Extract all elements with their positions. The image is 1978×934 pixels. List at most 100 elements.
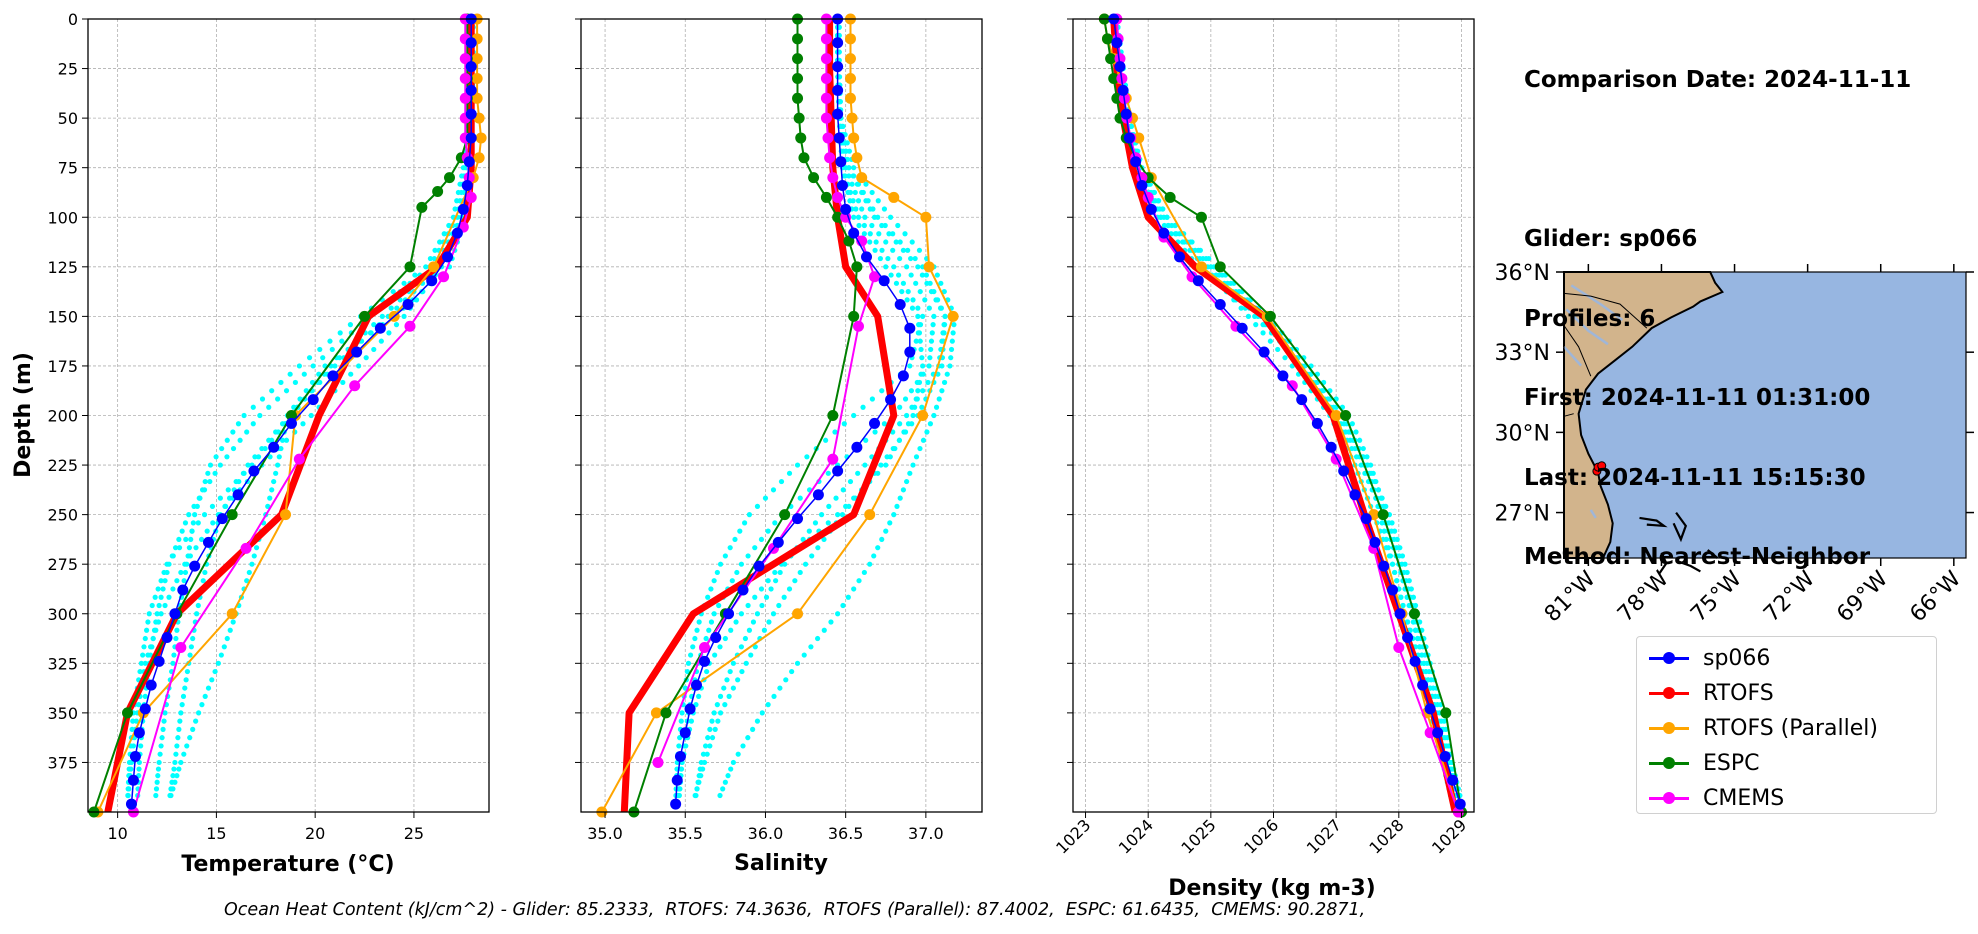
island <box>1639 516 1668 528</box>
glider-profile-point <box>725 773 731 779</box>
glider-profile-point <box>427 255 433 262</box>
y-tick-label: 175 <box>47 357 78 376</box>
series-point-espc <box>660 707 672 719</box>
y-tick-label: 225 <box>47 456 78 475</box>
glider-profile-point <box>815 545 821 551</box>
glider-profile-point <box>1387 553 1394 559</box>
series-point-cmems <box>1424 727 1436 739</box>
glider-profile-point <box>356 363 362 369</box>
glider-profile-point <box>846 503 852 509</box>
glider-profile-point <box>1425 677 1431 683</box>
y-tick-label: 125 <box>47 258 78 277</box>
glider-profile-point <box>1389 520 1395 526</box>
glider-profile-point <box>797 495 803 501</box>
glider-profile-point <box>130 718 136 724</box>
glider-profile-point <box>1410 594 1417 600</box>
glider-profile-point <box>1379 495 1385 501</box>
glider-profile-point <box>198 536 205 543</box>
glider-profile-point <box>196 710 202 716</box>
glider-profile-point <box>825 470 831 476</box>
series-point-sp066 <box>1454 798 1466 810</box>
series-point-rtofs-parallel- <box>1195 261 1207 273</box>
series-point-rtofs-parallel- <box>844 53 856 65</box>
glider-profile-point <box>172 545 179 551</box>
glider-profile-point <box>218 652 224 658</box>
series-point-rtofs-parallel- <box>844 72 856 84</box>
glider-profile-point <box>275 396 281 402</box>
glider-profile-point <box>694 627 700 633</box>
glider-profile-point <box>759 602 765 609</box>
series-point-rtofs-parallel- <box>471 92 483 104</box>
glider-profile-point <box>904 478 910 485</box>
glider-profile-point <box>887 520 893 526</box>
glider-profile-point <box>910 297 916 303</box>
glider-profile-point <box>133 718 139 724</box>
series-point-sp066 <box>699 655 711 667</box>
glider-profile-point <box>768 586 774 592</box>
series-point-sp066 <box>737 584 749 596</box>
glider-profile-point <box>212 470 218 476</box>
glider-profile-point <box>862 462 868 468</box>
glider-profile-point <box>887 214 894 220</box>
glider-profile-point <box>153 786 160 792</box>
glider-profile-point <box>777 685 783 691</box>
glider-profile-point <box>174 743 180 749</box>
glider-profile-point <box>935 297 941 303</box>
glider-profile-point <box>867 239 873 245</box>
glider-profile-point <box>717 644 723 650</box>
series-point-sp066 <box>812 489 824 501</box>
glider-profile-point <box>1394 578 1400 584</box>
series-point-rtofs-parallel- <box>844 33 856 45</box>
glider-profile-point <box>173 635 179 642</box>
series-point-sp066 <box>169 608 181 620</box>
glider-profile-point <box>693 792 699 799</box>
glider-profile-point <box>847 189 854 196</box>
glider-profile-point <box>1267 338 1273 344</box>
glider-profile-point <box>1164 214 1170 220</box>
glider-profile-point <box>1419 652 1425 658</box>
glider-profile-point <box>724 677 730 683</box>
glider-profile-point <box>832 429 838 435</box>
glider-profile-point <box>1352 445 1358 452</box>
y-tick-label: 275 <box>47 555 78 574</box>
glider-profile-point <box>394 305 400 311</box>
glider-profile-point <box>894 503 900 509</box>
glider-profile-point <box>1408 586 1414 592</box>
glider-profile-point <box>794 462 801 468</box>
glider-profile-point <box>300 421 306 427</box>
series-point-cmems <box>699 641 711 653</box>
glider-profile-point <box>908 272 914 278</box>
glider-profile-point <box>180 693 187 699</box>
series-point-sp066 <box>792 513 804 525</box>
glider-profile-point <box>684 668 690 675</box>
glider-profile-point <box>947 363 953 369</box>
glider-profile-point <box>125 786 131 792</box>
glider-profile-point <box>840 487 846 493</box>
glider-profile-point <box>917 288 923 295</box>
series-point-sp066 <box>670 798 682 810</box>
glider-profile-point <box>190 726 196 732</box>
glider-profile-point <box>733 619 739 625</box>
series-point-sp066 <box>133 727 145 739</box>
glider-profile-point <box>917 322 924 328</box>
glider-profile-point <box>1383 536 1389 543</box>
glider-profile-point <box>192 512 198 518</box>
glider-profile-point <box>157 751 163 757</box>
land-us-southeast <box>1563 271 1724 559</box>
series-point-espc <box>1195 211 1207 223</box>
glider-profile-point <box>942 313 948 319</box>
glider-profile-point <box>729 578 735 584</box>
glider-profile-point <box>846 165 852 171</box>
glider-profile-point <box>227 627 233 633</box>
series-point-espc <box>1440 707 1452 719</box>
glider-profile-point <box>202 478 208 485</box>
glider-profile-point <box>929 330 935 336</box>
glider-profile-point <box>783 677 789 683</box>
glider-profile-point <box>839 123 845 129</box>
glider-profile-point <box>722 779 728 785</box>
glider-profile-point <box>679 710 685 716</box>
series-point-sp066 <box>1394 608 1406 620</box>
glider-profile-point <box>190 520 196 526</box>
glider-profile-point <box>717 561 724 567</box>
glider-profile-point <box>269 487 275 493</box>
